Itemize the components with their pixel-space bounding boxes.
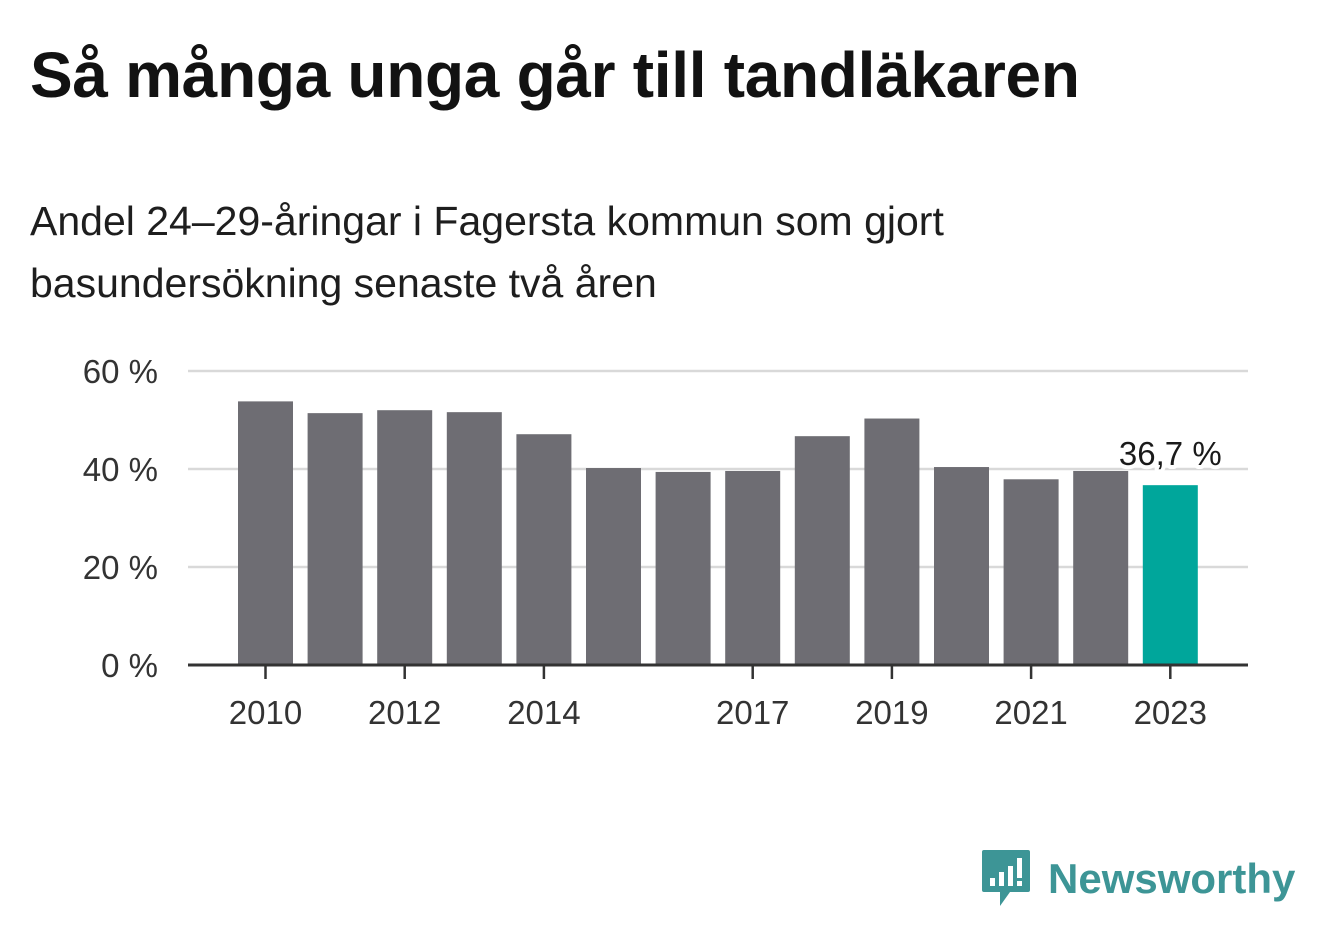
y-tick-label: 60 % — [83, 353, 158, 390]
x-axis — [188, 663, 1248, 679]
bar-2018 — [794, 436, 850, 665]
bar-2010 — [238, 401, 293, 665]
x-tick-label: 2014 — [507, 694, 580, 731]
x-tick-label: 2017 — [716, 694, 789, 731]
newsworthy-logo-icon — [982, 850, 1030, 906]
value-labels: 36,7 %36,7 % — [1115, 431, 1226, 476]
x-tick-label: 2023 — [1134, 694, 1207, 731]
bar-2022 — [1073, 470, 1129, 665]
bar-2012 — [377, 410, 433, 665]
y-axis-tick-labels: 0 % 20 % 40 % 60 % — [83, 353, 158, 684]
bar-2020 — [934, 467, 989, 665]
brand-name: Newsworthy — [1048, 855, 1296, 902]
bar-2019 — [864, 418, 920, 665]
bar-2013 — [446, 412, 502, 665]
value-label-2023: 36,7 % — [1119, 435, 1222, 472]
x-tick-label: 2019 — [855, 694, 928, 731]
gridlines — [188, 369, 1248, 569]
y-tick-label: 20 % — [83, 549, 158, 586]
x-tick-label: 2021 — [994, 694, 1067, 731]
x-axis-tick-labels: 2010 2012 2014 2017 2019 2021 2023 — [229, 694, 1207, 731]
y-tick-label: 0 % — [101, 647, 158, 684]
x-tick-label: 2010 — [229, 694, 302, 731]
y-tick-label: 40 % — [83, 451, 158, 488]
bar-2015 — [586, 468, 641, 665]
chart-subtitle: Andel 24–29-åringar i Fagersta kommun so… — [30, 198, 944, 306]
value-label-halo: 36,7 % — [1119, 435, 1222, 472]
newsworthy-brand: Newsworthy — [980, 848, 1295, 910]
bar-2014 — [516, 434, 572, 665]
bar-2011 — [307, 413, 363, 665]
bar-2017 — [725, 470, 781, 665]
chart-title: Så många unga går till tandläkaren — [30, 39, 1080, 111]
bar-highlight-2023 — [1142, 485, 1198, 665]
x-tick-label: 2012 — [368, 694, 441, 731]
bars — [238, 401, 1198, 665]
bar-2021 — [1003, 479, 1059, 665]
bar-2016 — [655, 471, 711, 665]
